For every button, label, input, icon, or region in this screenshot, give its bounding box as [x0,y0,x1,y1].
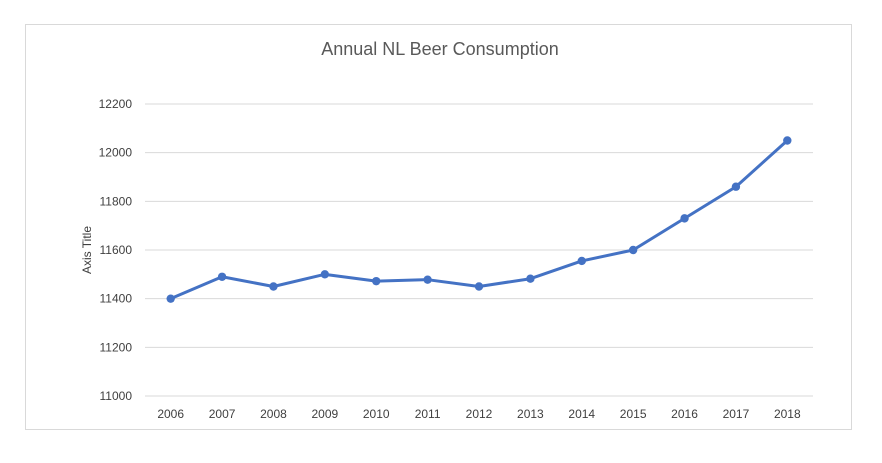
y-tick-label: 12000 [99,146,133,160]
x-tick-label: 2009 [311,407,338,421]
y-axis-title: Axis Title [80,226,94,274]
data-point [474,282,484,291]
series-line [169,139,789,301]
x-tick-label: 2013 [517,407,544,421]
data-point [217,272,227,281]
x-tick-label: 2017 [723,407,750,421]
data-point [269,282,278,291]
data-point [577,256,586,266]
y-tick-label: 11200 [100,340,133,354]
chart-frame [25,24,852,430]
data-point [526,274,535,283]
data-point [166,294,175,303]
x-tick-label: 2006 [157,407,184,421]
y-tick-label: 11800 [100,194,133,208]
x-tick-label: 2014 [568,407,595,421]
y-tick-label: 11600 [100,243,133,257]
x-tick-label: 2010 [363,407,390,421]
x-tick-label: 2018 [774,407,801,421]
x-tick-label: 2007 [209,407,236,421]
data-point [372,276,381,286]
data-point [423,275,432,284]
y-tick-label: 11400 [100,292,133,306]
y-tick-label: 12200 [99,97,133,111]
chart-title: Annual NL Beer Consumption [321,39,558,59]
data-point [628,245,638,255]
x-tick-label: 2011 [415,407,441,421]
data-point [731,182,741,191]
y-tick-label: 11000 [100,389,133,403]
x-tick-label: 2012 [466,407,493,421]
data-point [680,214,689,223]
x-tick-label: 2016 [671,407,698,421]
x-tick-label: 2015 [620,407,647,421]
data-point [320,270,330,279]
data-point [783,136,792,145]
x-tick-label: 2008 [260,407,287,421]
